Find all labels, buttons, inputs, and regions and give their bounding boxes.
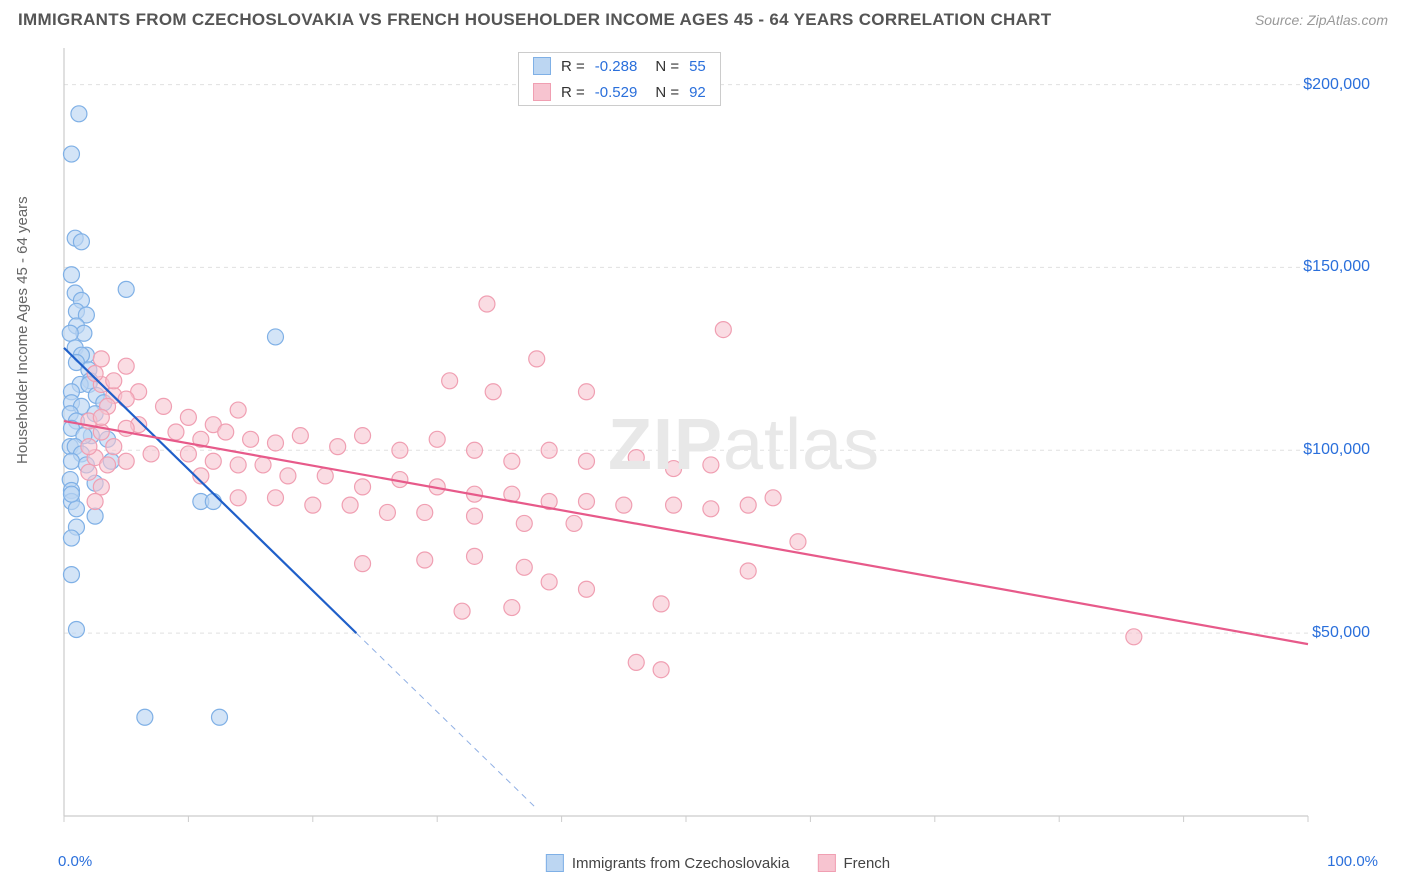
y-tick-label: $150,000 <box>1303 258 1370 276</box>
chart-title: IMMIGRANTS FROM CZECHOSLOVAKIA VS FRENCH… <box>18 10 1051 30</box>
y-tick-label: $200,000 <box>1303 76 1370 94</box>
legend-label: Immigrants from Czechoslovakia <box>572 855 790 872</box>
legend-swatch <box>546 854 564 872</box>
stat-n-label: N = <box>655 58 679 75</box>
stat-r-label: R = <box>561 58 585 75</box>
y-axis-label: Householder Income Ages 45 - 64 years <box>14 196 31 464</box>
legend-swatch <box>533 57 551 75</box>
x-tick-min: 0.0% <box>58 853 92 870</box>
legend-item: French <box>817 854 890 872</box>
y-tick-label: $50,000 <box>1312 624 1370 642</box>
scatter-svg <box>58 44 1378 844</box>
stats-legend: R = -0.288 N = 55 R = -0.529 N = 92 <box>518 52 721 106</box>
chart-header: IMMIGRANTS FROM CZECHOSLOVAKIA VS FRENCH… <box>0 0 1406 36</box>
plot-region: ZIPatlas R = -0.288N = 55R = -0.529N = 9… <box>58 44 1378 844</box>
chart-area: Householder Income Ages 45 - 64 years ZI… <box>18 44 1388 892</box>
stat-r-value: -0.288 <box>595 58 638 75</box>
stat-r-value: -0.529 <box>595 84 638 101</box>
source-label: Source: ZipAtlas.com <box>1255 12 1388 28</box>
stats-row: R = -0.288 N = 55 <box>519 53 720 79</box>
x-tick-max: 100.0% <box>1327 853 1378 870</box>
legend-swatch <box>533 83 551 101</box>
legend-item: Immigrants from Czechoslovakia <box>546 854 790 872</box>
stat-n-value: 55 <box>689 58 706 75</box>
stat-n-value: 92 <box>689 84 706 101</box>
stats-row: R = -0.529 N = 92 <box>519 79 720 105</box>
stat-n-label: N = <box>655 84 679 101</box>
legend-swatch <box>817 854 835 872</box>
y-tick-label: $100,000 <box>1303 441 1370 459</box>
stat-r-label: R = <box>561 84 585 101</box>
series-legend: Immigrants from Czechoslovakia French <box>546 854 890 872</box>
legend-label: French <box>843 855 890 872</box>
